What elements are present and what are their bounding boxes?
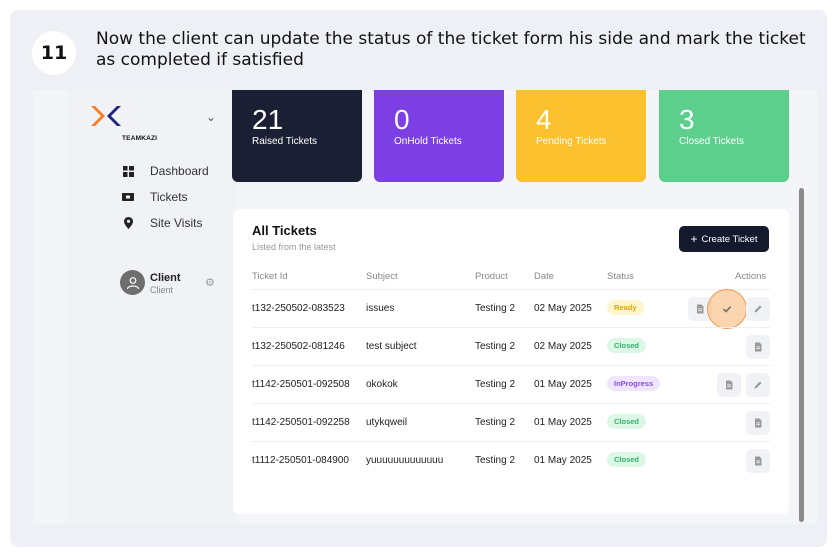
step-number: 11 <box>32 31 76 75</box>
document-icon <box>726 380 733 390</box>
plus-icon: + <box>690 232 698 246</box>
document-icon <box>755 418 762 428</box>
ticket-id: t1112-250501-084900 <box>252 455 349 466</box>
table-row[interactable]: t132-250502-081246 test subject Testing … <box>252 327 770 365</box>
sidebar-item-site-visits[interactable]: Site Visits <box>122 216 202 230</box>
status-badge: Closed <box>607 338 647 353</box>
step-instruction: Now the client can update the status of … <box>96 29 806 70</box>
ticket-icon <box>122 191 134 203</box>
edit-button[interactable] <box>746 373 770 397</box>
ticket-date: 01 May 2025 <box>534 379 592 390</box>
scrollbar-thumb[interactable] <box>799 188 804 522</box>
ticket-date: 01 May 2025 <box>534 417 592 428</box>
pencil-icon <box>754 305 762 313</box>
create-ticket-button[interactable]: + Create Ticket <box>679 226 769 252</box>
dashboard-icon <box>122 165 134 177</box>
check-button-inner[interactable] <box>715 297 739 321</box>
view-document-button[interactable] <box>717 373 741 397</box>
avatar[interactable] <box>120 270 145 295</box>
stat-label: Closed Tickets <box>679 136 745 147</box>
table-row[interactable]: t132-250502-083523 issues Testing 2 02 M… <box>252 289 770 329</box>
ticket-id: t1142-250501-092258 <box>252 417 350 428</box>
ticket-id: t132-250502-083523 <box>252 303 345 314</box>
ticket-subject: yuuuuuuuuuuuuu <box>366 455 444 466</box>
view-document-button[interactable] <box>746 411 770 435</box>
ticket-id: t1142-250501-092508 <box>252 379 350 390</box>
sidebar-item-label: Dashboard <box>150 164 209 178</box>
column-header-actions: Actions <box>735 271 767 282</box>
ticket-product: Testing 2 <box>475 417 516 428</box>
ticket-date: 01 May 2025 <box>534 455 592 466</box>
brand-logo-icon <box>91 106 121 126</box>
ticket-id: t132-250502-081246 <box>252 341 345 352</box>
stat-card-raised[interactable]: 21 Raised Tickets <box>232 90 362 182</box>
stat-label: Raised Tickets <box>252 136 318 147</box>
stat-label: Pending Tickets <box>536 136 607 147</box>
sidebar-item-label: Tickets <box>150 190 188 204</box>
sidebar-item-tickets[interactable]: Tickets <box>122 190 188 204</box>
ticket-product: Testing 2 <box>475 455 516 466</box>
create-ticket-label: Create Ticket <box>701 233 758 245</box>
mark-complete-button[interactable] <box>707 289 747 329</box>
document-icon <box>755 456 762 466</box>
stat-card-pending[interactable]: 4 Pending Tickets <box>516 90 646 182</box>
table-row[interactable]: t1112-250501-084900 yuuuuuuuuuuuuu Testi… <box>252 441 770 479</box>
column-header-status: Status <box>607 271 634 282</box>
panel-title: All Tickets <box>252 223 317 238</box>
sidebar: TEAMKAZI ⌄ Dashboard Tickets Site Visits… <box>66 90 238 524</box>
stat-value: 21 <box>252 104 284 135</box>
location-pin-icon <box>122 217 134 229</box>
column-header-product: Product <box>475 271 508 282</box>
stat-value: 3 <box>679 104 695 135</box>
panel-subtitle: Listed from the latest <box>252 242 336 252</box>
user-role: Client <box>150 285 174 295</box>
stat-value: 0 <box>394 104 410 135</box>
column-header-date: Date <box>534 271 555 282</box>
ticket-subject: okokok <box>366 379 398 390</box>
ticket-date: 02 May 2025 <box>534 341 592 352</box>
ticket-product: Testing 2 <box>475 341 516 352</box>
user-name: Client <box>150 272 181 284</box>
gear-icon[interactable]: ⚙ <box>205 276 215 289</box>
check-icon <box>722 306 732 313</box>
stat-value: 4 <box>536 104 552 135</box>
table-row[interactable]: t1142-250501-092508 okokok Testing 2 01 … <box>252 365 770 403</box>
status-badge: Closed <box>607 452 647 467</box>
ticket-subject: test subject <box>366 341 417 352</box>
stat-card-onhold[interactable]: 0 OnHold Tickets <box>374 90 504 182</box>
status-badge: Ready <box>607 300 644 315</box>
table-row[interactable]: t1142-250501-092258 utykqweil Testing 2 … <box>252 403 770 441</box>
ticket-product: Testing 2 <box>475 303 516 314</box>
app-screenshot: TEAMKAZI ⌄ Dashboard Tickets Site Visits… <box>33 90 817 524</box>
column-header-id: Ticket Id <box>252 271 288 282</box>
edit-button[interactable] <box>746 297 770 321</box>
status-badge: InProgress <box>607 376 661 391</box>
tickets-panel: All Tickets Listed from the latest + Cre… <box>233 209 789 514</box>
status-badge: Closed <box>607 414 647 429</box>
stat-label: OnHold Tickets <box>394 136 462 147</box>
chevron-down-icon[interactable]: ⌄ <box>206 110 217 124</box>
document-icon <box>755 342 762 352</box>
sidebar-item-dashboard[interactable]: Dashboard <box>122 164 209 178</box>
ticket-subject: utykqweil <box>366 417 408 428</box>
document-icon <box>697 304 704 314</box>
brand-name: TEAMKAZI <box>122 135 158 142</box>
view-document-button[interactable] <box>746 449 770 473</box>
ticket-product: Testing 2 <box>475 379 516 390</box>
view-document-button[interactable] <box>746 335 770 359</box>
scrollbar[interactable] <box>799 188 805 524</box>
stat-card-closed[interactable]: 3 Closed Tickets <box>659 90 789 182</box>
sidebar-item-label: Site Visits <box>150 216 203 230</box>
ticket-date: 02 May 2025 <box>534 303 592 314</box>
pencil-icon <box>754 381 762 389</box>
column-header-subject: Subject <box>366 271 398 282</box>
ticket-subject: issues <box>366 303 395 314</box>
